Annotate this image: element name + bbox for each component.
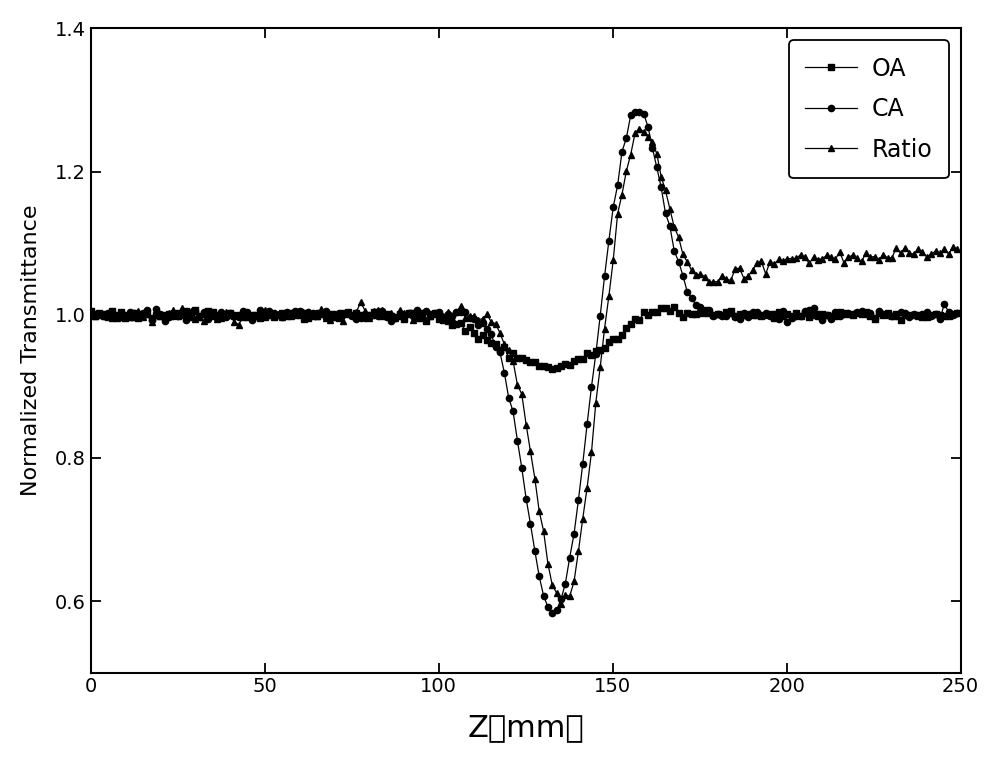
- CA: [916, 310, 928, 319]
- OA: [886, 311, 898, 320]
- Ratio: [246, 313, 258, 322]
- OA: [85, 307, 97, 316]
- OA: [916, 312, 928, 321]
- Line: CA: CA: [87, 109, 960, 617]
- CA: [85, 310, 97, 319]
- Ratio: [916, 247, 928, 256]
- CA: [951, 308, 963, 317]
- Ratio: [85, 310, 97, 319]
- X-axis label: Z（mm）: Z（mm）: [467, 713, 584, 742]
- OA: [546, 364, 558, 373]
- Ratio: [951, 244, 963, 253]
- Ratio: [886, 253, 898, 262]
- Ratio: [633, 124, 645, 134]
- Legend: OA, CA, Ratio: OA, CA, Ratio: [789, 40, 949, 179]
- OA: [668, 303, 680, 312]
- CA: [546, 609, 558, 618]
- CA: [119, 310, 131, 319]
- Line: OA: OA: [87, 304, 960, 372]
- OA: [246, 311, 258, 320]
- CA: [246, 315, 258, 324]
- CA: [137, 308, 149, 317]
- Ratio: [119, 311, 131, 320]
- CA: [315, 310, 327, 319]
- Y-axis label: Normalized Transmittance: Normalized Transmittance: [21, 204, 41, 496]
- OA: [951, 309, 963, 318]
- Ratio: [315, 304, 327, 314]
- Ratio: [555, 599, 567, 608]
- OA: [137, 310, 149, 319]
- CA: [633, 108, 645, 117]
- OA: [315, 309, 327, 318]
- OA: [119, 314, 131, 323]
- CA: [886, 311, 898, 320]
- Line: Ratio: Ratio: [87, 126, 960, 607]
- Ratio: [137, 313, 149, 322]
